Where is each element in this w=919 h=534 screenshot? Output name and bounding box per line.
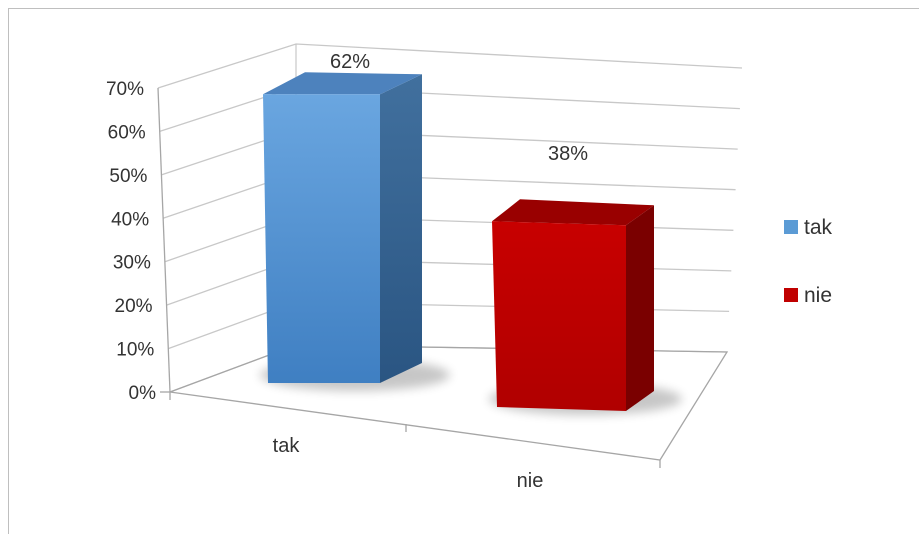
legend-swatch-nie (784, 288, 798, 302)
data-label-tak: 62% (330, 51, 370, 73)
gridline (157, 43, 743, 89)
y-tick-label: 40% (111, 209, 149, 230)
y-tick-label: 50% (109, 166, 147, 187)
legend-label-tak: tak (804, 216, 833, 239)
legend-swatch-tak (784, 220, 798, 234)
y-tick-label: 70% (106, 79, 144, 100)
bars (260, 72, 682, 415)
bar-tak (263, 94, 380, 384)
legend-label-nie: nie (804, 284, 832, 307)
y-tick-label: 60% (108, 122, 146, 143)
gridline (161, 129, 738, 176)
bar-top-tak (263, 72, 422, 95)
bar-top-nie (492, 199, 654, 226)
y-tick-label: 30% (113, 253, 151, 274)
gridlines (157, 43, 743, 393)
y-tick-label: 10% (116, 340, 154, 361)
x-axis-labels: tak nie (273, 435, 544, 492)
y-axis-line (157, 87, 171, 393)
data-label-nie: 38% (548, 143, 588, 165)
x-tick-label-nie: nie (517, 470, 544, 492)
x-tick-label-tak: tak (273, 435, 301, 457)
bar-side-tak (380, 74, 422, 384)
legend: tak nie (784, 216, 833, 307)
data-labels: 62% 38% (330, 51, 588, 165)
bar-side-nie (626, 205, 654, 411)
y-axis-ticks: 0% 10% 20% 30% 40% 50% 60% 70% (106, 79, 156, 404)
gridline (159, 86, 740, 133)
bar-nie (492, 221, 626, 411)
y-tick-label: 0% (129, 383, 157, 404)
floor-outline (169, 344, 729, 461)
y-tick-label: 20% (115, 296, 153, 317)
